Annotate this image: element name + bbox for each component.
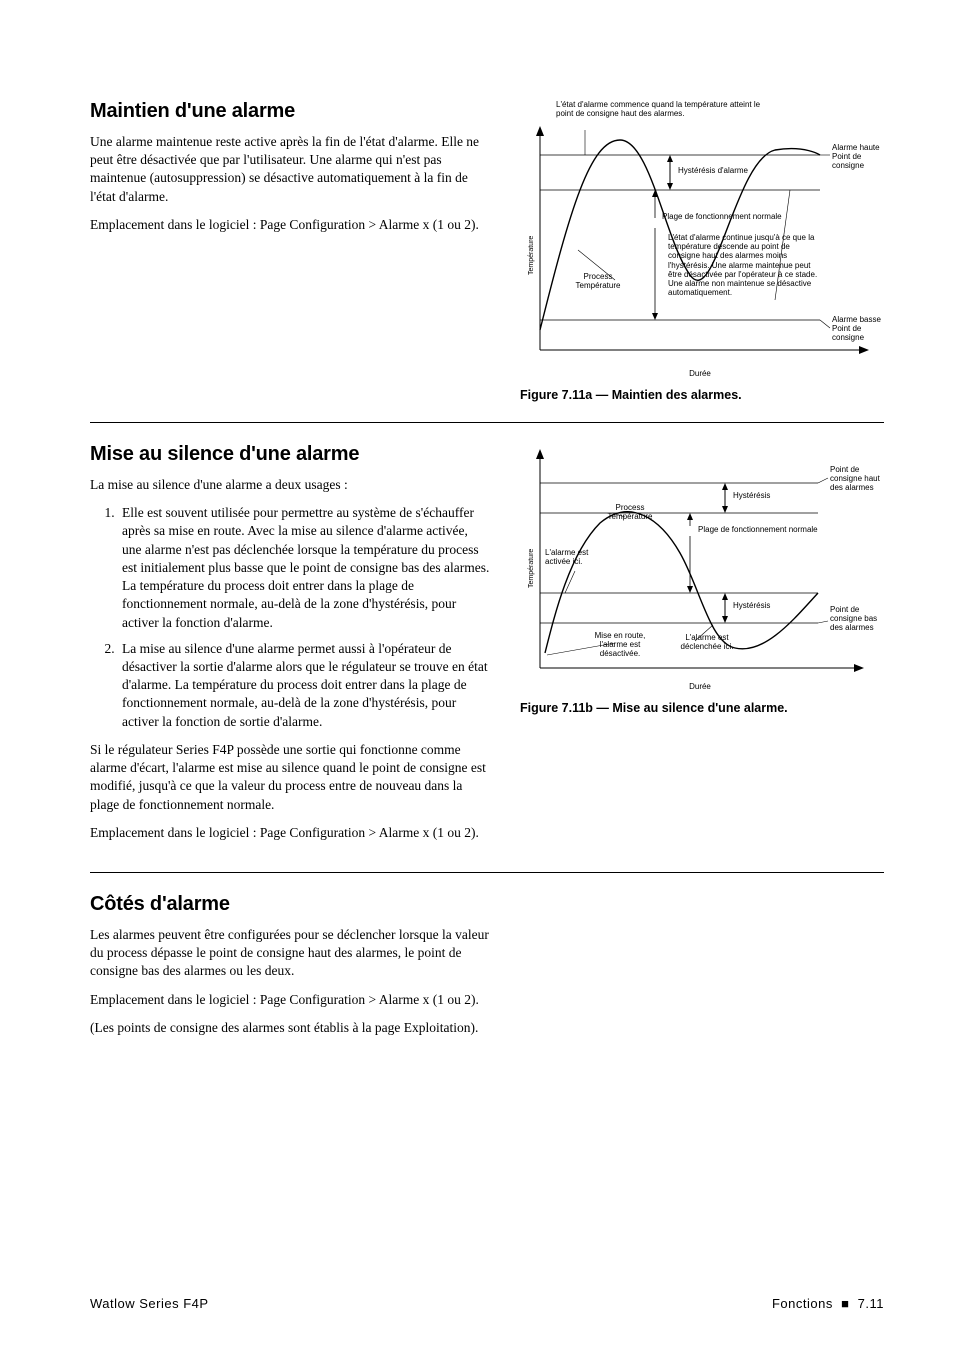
- fig1-caption: Figure 7.11a — Maintien des alarmes.: [520, 388, 884, 402]
- fig1-normal-range: Plage de fonctionnement normale: [662, 212, 782, 221]
- section-maintien: Maintien d'une alarme Une alarme mainten…: [90, 100, 884, 423]
- fig2-x-axis-label: Durée: [520, 682, 880, 691]
- section1-heading: Maintien d'une alarme: [90, 100, 490, 123]
- fig2-triggered-note: L'alarme est déclenchée ici.: [667, 633, 747, 651]
- fig1-process-temp: Process Température: [568, 272, 628, 290]
- fig2-startup-note: Mise en route, l'alarme est désactivée.: [585, 631, 655, 659]
- section3-para1: Les alarmes peuvent être configurées pou…: [90, 926, 490, 981]
- fig1-x-axis-label: Durée: [520, 369, 880, 378]
- fig2-caption: Figure 7.11b — Mise au silence d'une ala…: [520, 701, 884, 715]
- fig1-svg: [520, 100, 880, 360]
- fig2-y-axis-label: Température: [528, 549, 535, 588]
- page-footer: Watlow Series F4P Fonctions ■ 7.11: [90, 1296, 884, 1311]
- fig1-low-sp: Alarme basse Point de consigne: [832, 315, 887, 343]
- section1-para1: Une alarme maintenue reste active après …: [90, 133, 490, 206]
- section2-para2: Si le régulateur Series F4P possède une …: [90, 741, 490, 814]
- figure-7-11a: L'état d'alarme commence quand la tempér…: [520, 100, 880, 380]
- fig2-hyst-top: Hystérésis: [733, 491, 770, 500]
- section3-text-col: Côtés d'alarme Les alarmes peuvent être …: [90, 893, 490, 1047]
- section2-list: Elle est souvent utilisée pour permettre…: [90, 504, 490, 731]
- fig2-high-sp: Point de consigne haut des alarmes: [830, 465, 880, 493]
- section3-empty-col: [520, 893, 884, 1047]
- section3-para2: Emplacement dans le logiciel : Page Conf…: [90, 991, 490, 1009]
- section3-heading: Côtés d'alarme: [90, 893, 490, 916]
- fig2-low-sp: Point de consigne bas des alarmes: [830, 605, 880, 633]
- section2-para3: Emplacement dans le logiciel : Page Conf…: [90, 824, 490, 842]
- section2-item1: Elle est souvent utilisée pour permettre…: [118, 504, 490, 632]
- section2-heading: Mise au silence d'une alarme: [90, 443, 490, 466]
- fig1-hyst: Hystérésis d'alarme: [678, 166, 748, 175]
- fig1-high-sp: Alarme haute Point de consigne: [832, 143, 887, 171]
- section1-para2: Emplacement dans le logiciel : Page Conf…: [90, 216, 490, 234]
- section2-item2: La mise au silence d'une alarme permet a…: [118, 640, 490, 731]
- section3-para3: (Les points de consigne des alarmes sont…: [90, 1019, 490, 1037]
- fig2-process-temp: Process Température: [600, 503, 660, 521]
- section2-para1: La mise au silence d'une alarme a deux u…: [90, 476, 490, 494]
- footer-right-page: 7.11: [858, 1296, 884, 1311]
- section2-text-col: Mise au silence d'une alarme La mise au …: [90, 443, 490, 852]
- section-silence: Mise au silence d'une alarme La mise au …: [90, 443, 884, 873]
- footer-right: Fonctions ■ 7.11: [772, 1296, 884, 1311]
- footer-right-label: Fonctions: [772, 1296, 833, 1311]
- fig1-y-axis-label: Température: [528, 236, 535, 275]
- fig2-alarm-activated: L'alarme est activée ici.: [545, 548, 593, 566]
- figure-7-11b: Température Durée Point de consigne haut…: [520, 443, 880, 693]
- fig2-normal-range: Plage de fonctionnement normale: [698, 525, 818, 534]
- section1-figure-col: L'état d'alarme commence quand la tempér…: [520, 100, 884, 402]
- section1-text-col: Maintien d'une alarme Une alarme mainten…: [90, 100, 490, 402]
- fig1-continue-note: L'état d'alarme continue jusqu'à ce que …: [668, 233, 823, 297]
- fig1-top-note: L'état d'alarme commence quand la tempér…: [556, 100, 776, 118]
- fig2-hyst-bot: Hystérésis: [733, 601, 770, 610]
- footer-left: Watlow Series F4P: [90, 1296, 209, 1311]
- section2-figure-col: Température Durée Point de consigne haut…: [520, 443, 884, 852]
- section-cotes: Côtés d'alarme Les alarmes peuvent être …: [90, 893, 884, 1067]
